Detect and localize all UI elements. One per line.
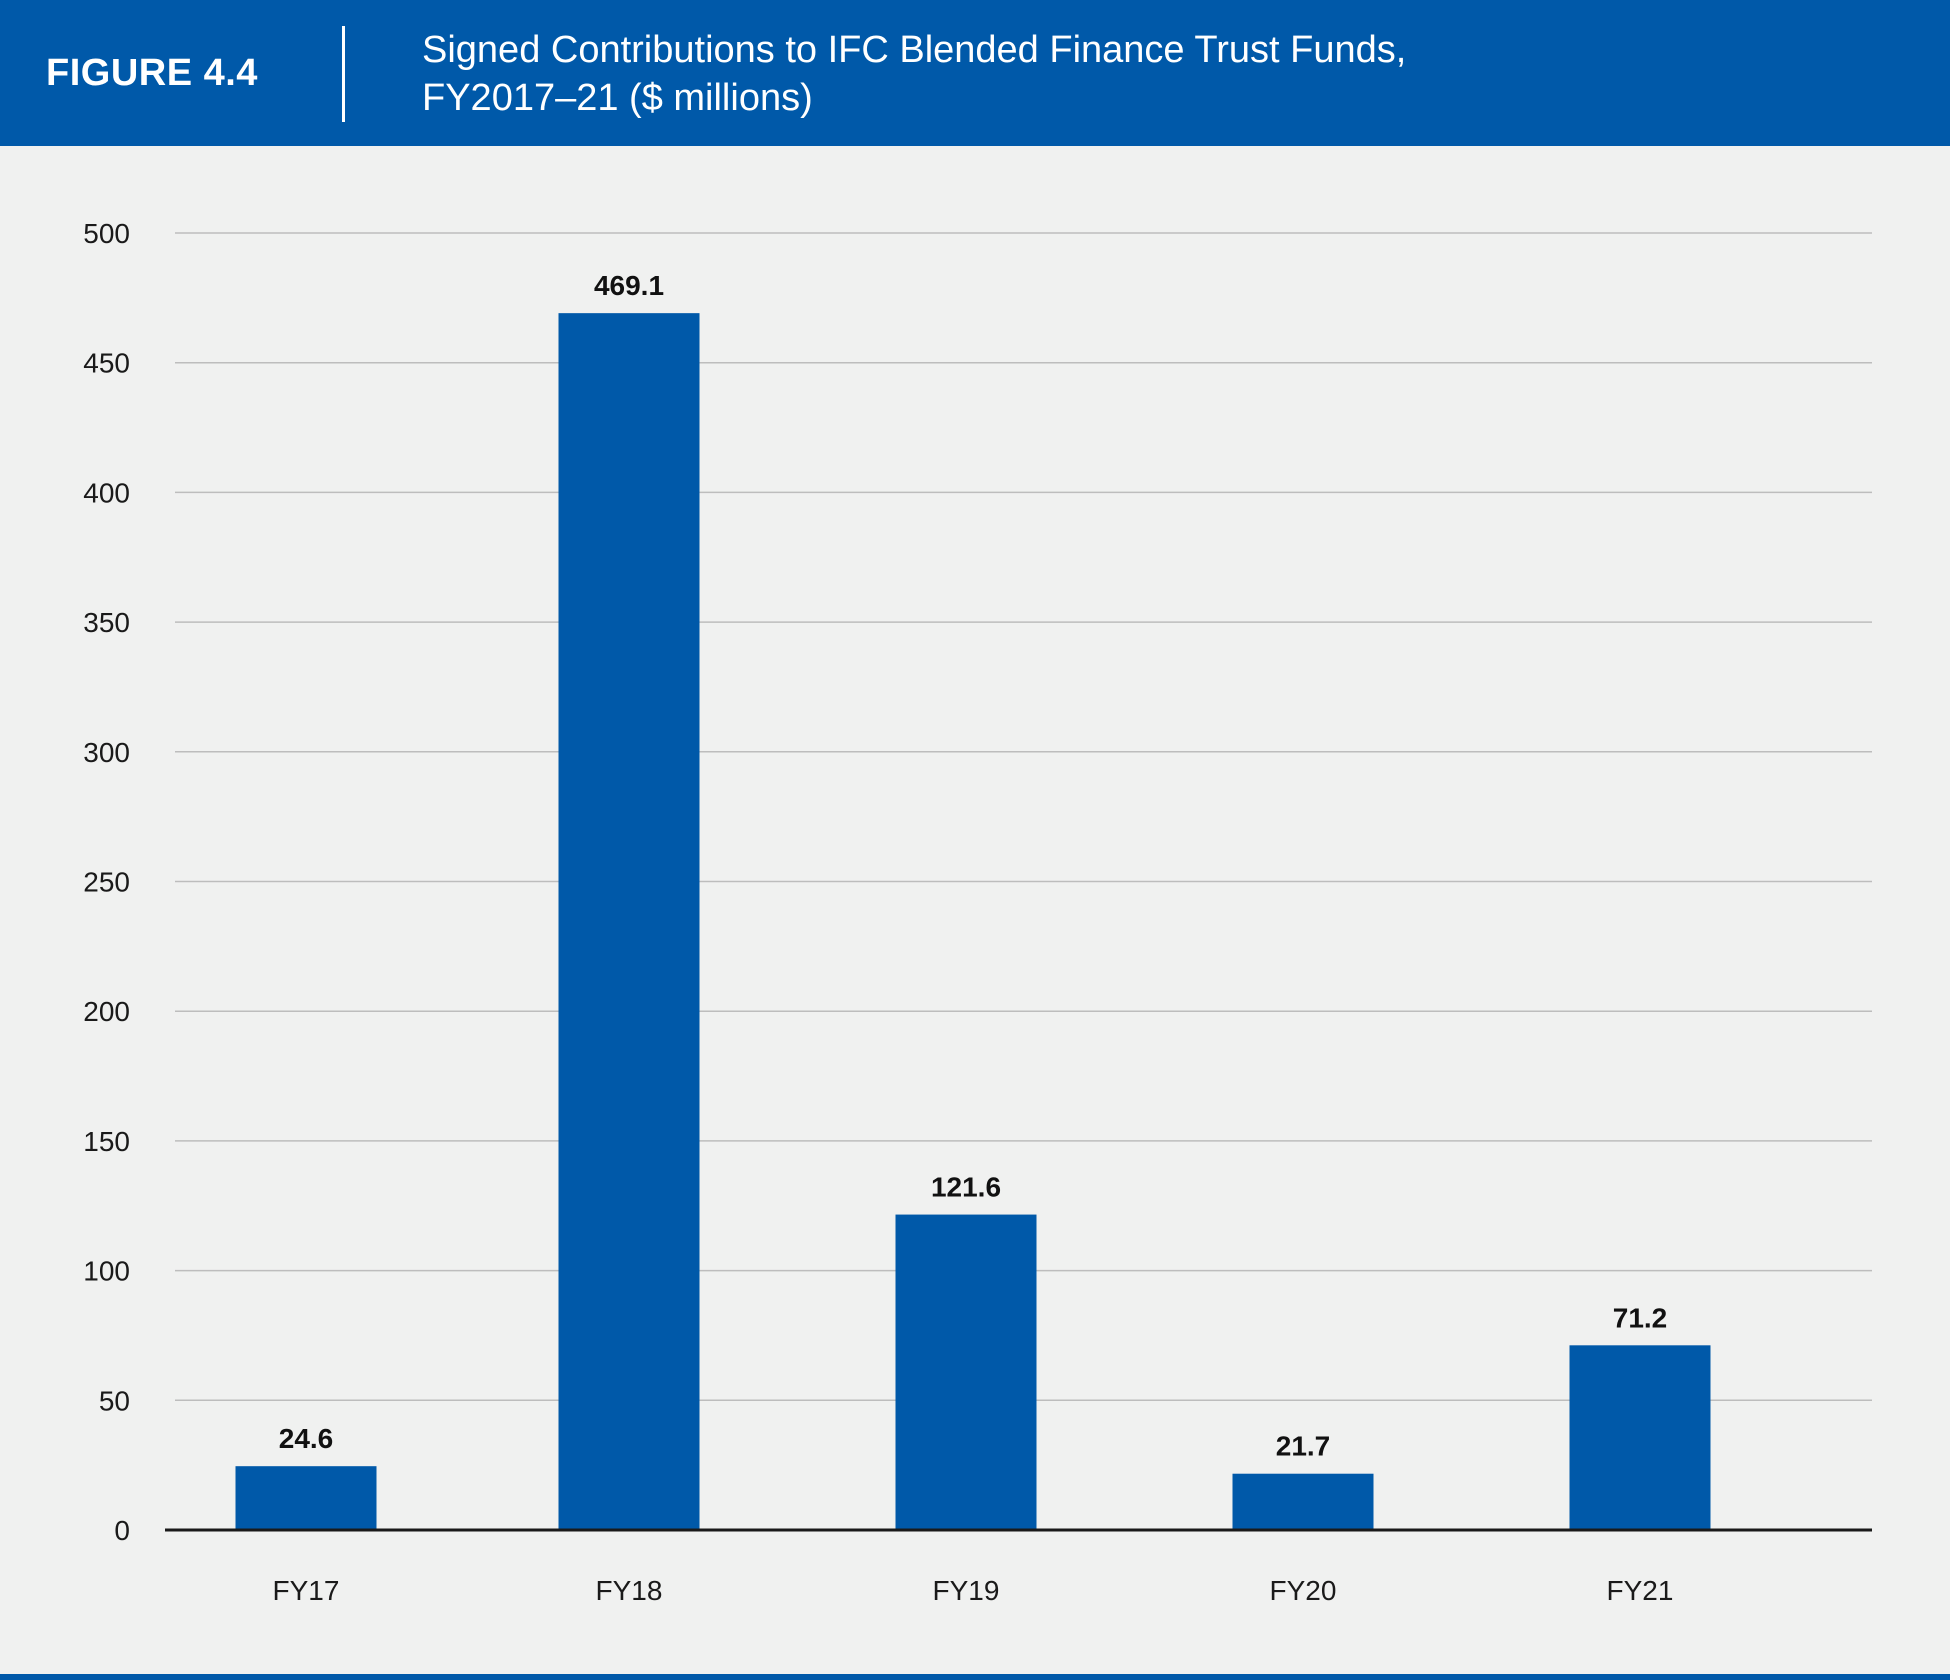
header-divider xyxy=(342,26,345,122)
x-axis-tick-labels: FY17 FY18 FY19 FY20 FY21 xyxy=(273,1575,1674,1606)
x-tick-label: FY19 xyxy=(933,1575,1000,1606)
bar-fy21 xyxy=(1569,1345,1711,1530)
bar-fy18 xyxy=(558,313,700,1531)
bars xyxy=(235,313,1711,1531)
y-tick-label: 100 xyxy=(83,1256,130,1287)
bar-fy20 xyxy=(1232,1473,1374,1530)
data-label-fy19: 121.6 xyxy=(931,1172,1001,1203)
y-tick-label: 350 xyxy=(83,607,130,638)
x-tick-label: FY18 xyxy=(596,1575,663,1606)
x-tick-label: FY20 xyxy=(1270,1575,1337,1606)
y-tick-label: 50 xyxy=(99,1385,130,1416)
figure-title: Signed Contributions to IFC Blended Fina… xyxy=(422,26,1622,122)
y-tick-label: 250 xyxy=(83,867,130,898)
y-tick-label: 400 xyxy=(83,477,130,508)
data-label-fy18: 469.1 xyxy=(594,270,664,301)
figure-title-line-1: Signed Contributions to IFC Blended Fina… xyxy=(422,29,1407,71)
bar-fy17 xyxy=(235,1466,377,1530)
figure-title-line-2: FY2017–21 ($ millions) xyxy=(422,77,813,119)
x-tick-label: FY21 xyxy=(1607,1575,1674,1606)
data-label-fy20: 21.7 xyxy=(1276,1431,1331,1462)
y-tick-label: 500 xyxy=(83,218,130,249)
y-tick-label: 0 xyxy=(114,1515,130,1546)
y-tick-label: 200 xyxy=(83,996,130,1027)
bar-fy19 xyxy=(895,1214,1037,1530)
bar-data-labels: 24.6 469.1 121.6 21.7 71.2 xyxy=(279,270,1668,1462)
y-axis-tick-labels: 0 50 100 150 200 250 300 350 400 450 500 xyxy=(83,218,130,1546)
y-tick-label: 150 xyxy=(83,1126,130,1157)
y-tick-label: 300 xyxy=(83,737,130,768)
figure-header: FIGURE 4.4 Signed Contributions to IFC B… xyxy=(0,0,1950,146)
data-label-fy17: 24.6 xyxy=(279,1423,334,1454)
y-tick-label: 450 xyxy=(83,348,130,379)
x-tick-label: FY17 xyxy=(273,1575,340,1606)
figure-number-label: FIGURE 4.4 xyxy=(46,52,258,94)
footer-rule xyxy=(0,1674,1950,1680)
data-label-fy21: 71.2 xyxy=(1613,1302,1668,1333)
